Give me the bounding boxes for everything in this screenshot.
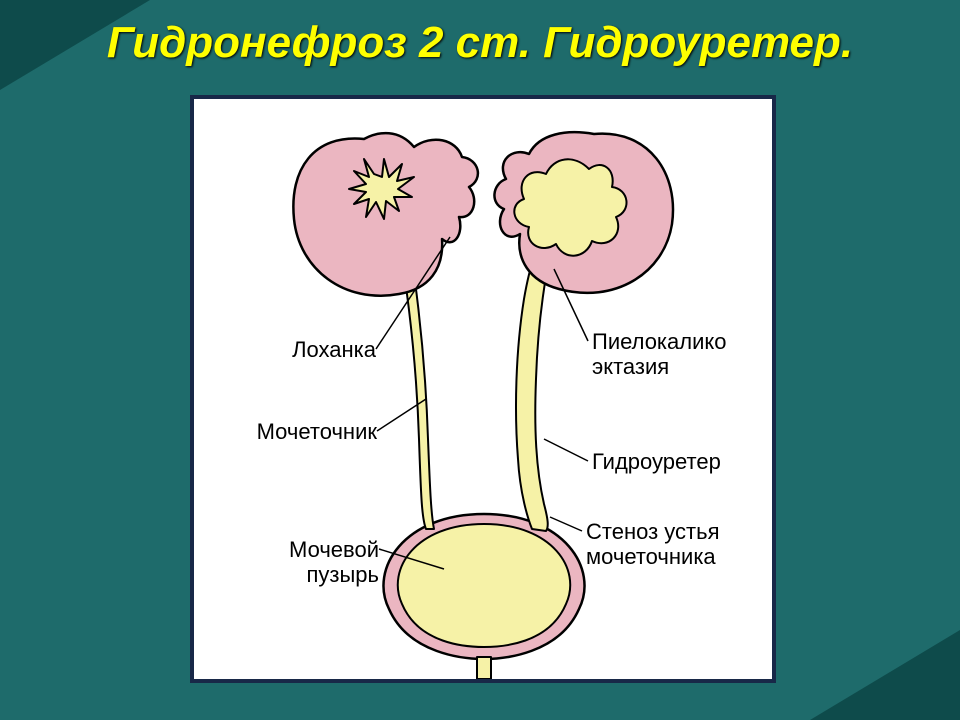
- slide-title: Гидронефроз 2 ст. Гидроуретер.: [0, 18, 960, 68]
- slide: Гидронефроз 2 ст. Гидроуретер. Лоханка М…: [0, 0, 960, 720]
- label-hydroureter: Гидроуретер: [592, 449, 762, 474]
- label-pelvis: Лоханка: [236, 337, 376, 362]
- diagram-panel: Лоханка Мочеточник Мочевой пузырь Пиелок…: [190, 95, 776, 683]
- label-ureter: Мочеточник: [212, 419, 377, 444]
- label-pyeloectasia: Пиелокалико эктазия: [592, 329, 777, 380]
- anatomy-diagram: [194, 99, 772, 679]
- label-bladder: Мочевой пузырь: [224, 537, 379, 588]
- label-stenosis: Стеноз устья мочеточника: [586, 519, 786, 570]
- corner-decoration-br: [810, 630, 960, 720]
